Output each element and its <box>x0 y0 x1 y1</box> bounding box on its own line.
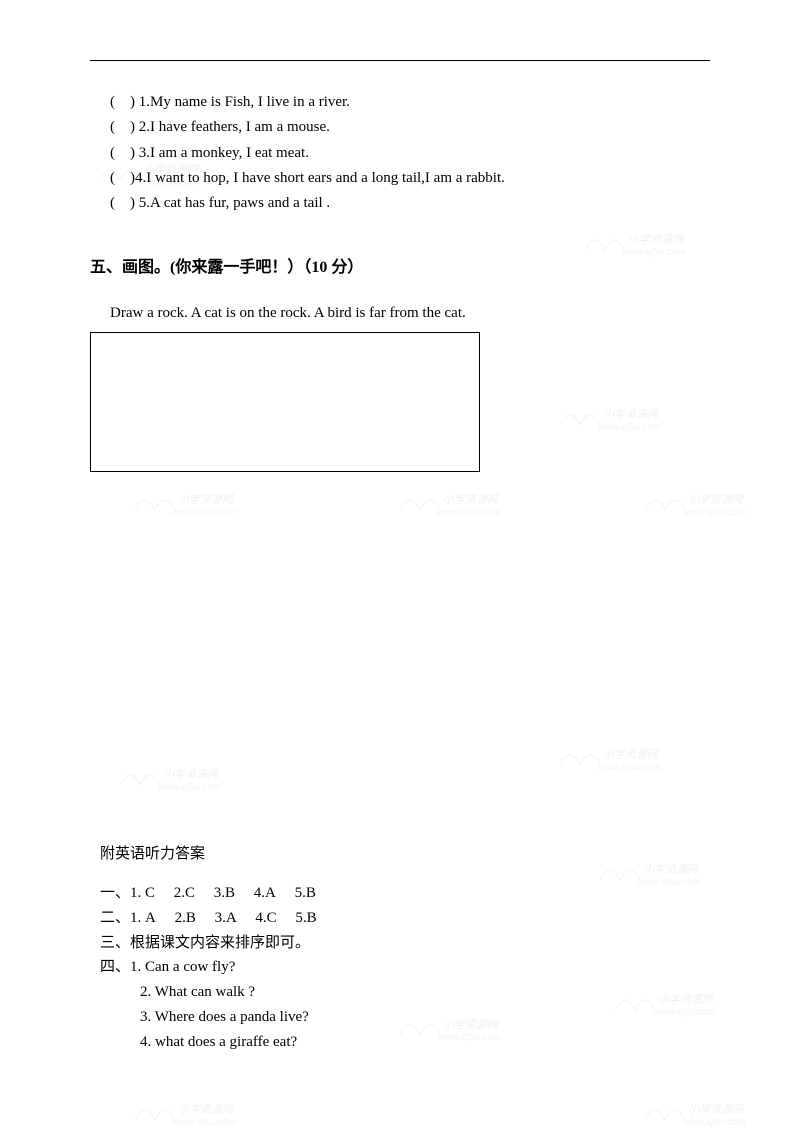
question-4: ( )4.I want to hop, I have short ears an… <box>110 167 710 190</box>
question-2: ( ) 2.I have feathers, I am a mouse. <box>110 116 710 139</box>
answers-line-2: 二、1. A 2.B 3.A 4.C 5.B <box>100 906 710 931</box>
answers-line-4: 四、1. Can a cow fly? <box>100 955 710 980</box>
answers-line-4b: 2. What can walk ? <box>140 980 710 1005</box>
answers-line-1: 一、1. C 2.C 3.B 4.A 5.B <box>100 881 710 906</box>
answers-section: 附英语听力答案 一、1. C 2.C 3.B 4.A 5.B 二、1. A 2.… <box>100 842 710 1054</box>
answers-line-4c: 3. Where does a panda live? <box>140 1005 710 1030</box>
page-content: ( ) 1.My name is Fish, I live in a river… <box>0 0 800 1094</box>
question-3: ( ) 3.I am a monkey, I eat meat. <box>110 142 710 165</box>
question-list: ( ) 1.My name is Fish, I live in a river… <box>110 91 710 215</box>
answers-line-3: 三、根据课文内容来排序即可。 <box>100 931 710 956</box>
section-5-title: 五、画图。(你来露一手吧！）（10 分） <box>90 253 710 277</box>
svg-text:小学资源网: 小学资源网 <box>178 1103 235 1116</box>
question-5: ( ) 5.A cat has fur, paws and a tail . <box>110 192 710 215</box>
answers-line-4d: 4. what does a giraffe eat? <box>140 1030 710 1055</box>
watermark: 小学资源网www.xj5u.com <box>130 1095 250 1135</box>
svg-text:小学资源网: 小学资源网 <box>688 1103 745 1116</box>
draw-box <box>90 332 480 472</box>
svg-text:www.xj5u.com: www.xj5u.com <box>682 1117 746 1128</box>
svg-text:www.xj5u.com: www.xj5u.com <box>172 1117 236 1128</box>
answers-title: 附英语听力答案 <box>100 842 710 867</box>
question-1: ( ) 1.My name is Fish, I live in a river… <box>110 91 710 114</box>
watermark: 小学资源网www.xj5u.com <box>640 1095 760 1135</box>
top-rule <box>90 60 710 61</box>
draw-instruction: Draw a rock. A cat is on the rock. A bir… <box>110 305 710 322</box>
